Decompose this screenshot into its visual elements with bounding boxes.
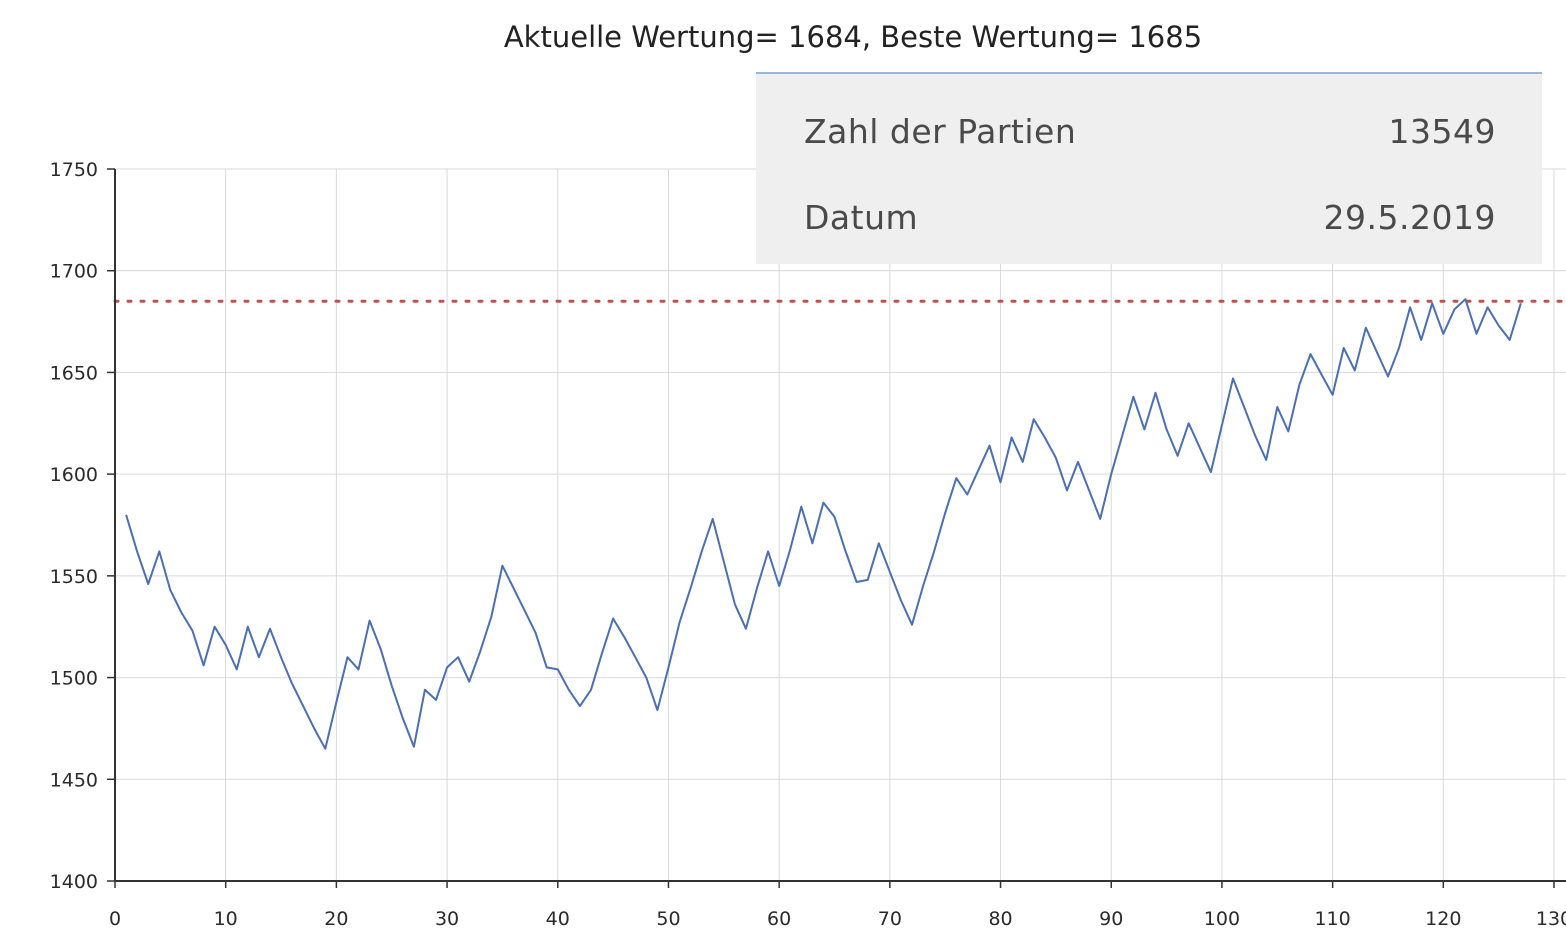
grid-lines <box>115 168 1566 881</box>
x-tick-label: 100 <box>1204 908 1240 930</box>
info-label-date: Datum <box>804 198 919 237</box>
y-tick-label: 1400 <box>50 871 98 893</box>
x-tick-label: 10 <box>214 908 238 930</box>
x-tick-label: 0 <box>109 908 121 930</box>
info-value-date: 29.5.2019 <box>1323 198 1496 237</box>
rating-series-line <box>125 298 1522 750</box>
axes <box>107 168 1566 888</box>
series-layer <box>125 298 1522 750</box>
x-tick-label: 90 <box>1099 908 1123 930</box>
x-tick-label: 40 <box>546 908 570 930</box>
chart-title: Aktuelle Wertung= 1684, Beste Wertung= 1… <box>504 20 1202 54</box>
x-tick-label: 130 <box>1536 908 1566 930</box>
x-tick-label: 120 <box>1425 908 1461 930</box>
y-tick-label: 1650 <box>50 362 98 384</box>
x-tick-label: 20 <box>324 908 348 930</box>
x-tick-label: 80 <box>988 908 1012 930</box>
info-row-games: Zahl der Partien 13549 <box>804 112 1496 151</box>
x-tick-label: 30 <box>435 908 459 930</box>
y-tick-label: 1700 <box>50 261 98 283</box>
info-label-games: Zahl der Partien <box>804 112 1077 151</box>
x-tick-label: 60 <box>767 908 791 930</box>
x-tick-label: 70 <box>878 908 902 930</box>
tick-labels: 0 10 20 30 40 50 60 70 80 90 100 110 120 130 1400 1450 1… <box>50 159 1566 930</box>
x-tick-label: 50 <box>656 908 680 930</box>
x-tick-label: 110 <box>1314 908 1350 930</box>
info-row-date: Datum 29.5.2019 <box>804 198 1496 237</box>
info-value-games: 13549 <box>1388 112 1496 151</box>
y-tick-label: 1500 <box>50 668 98 690</box>
info-panel: Zahl der Partien 13549 Datum 29.5.2019 <box>756 72 1542 264</box>
y-tick-label: 1600 <box>50 464 98 486</box>
y-tick-label: 1750 <box>50 159 98 181</box>
y-tick-label: 1550 <box>50 566 98 588</box>
y-tick-label: 1450 <box>50 769 98 791</box>
